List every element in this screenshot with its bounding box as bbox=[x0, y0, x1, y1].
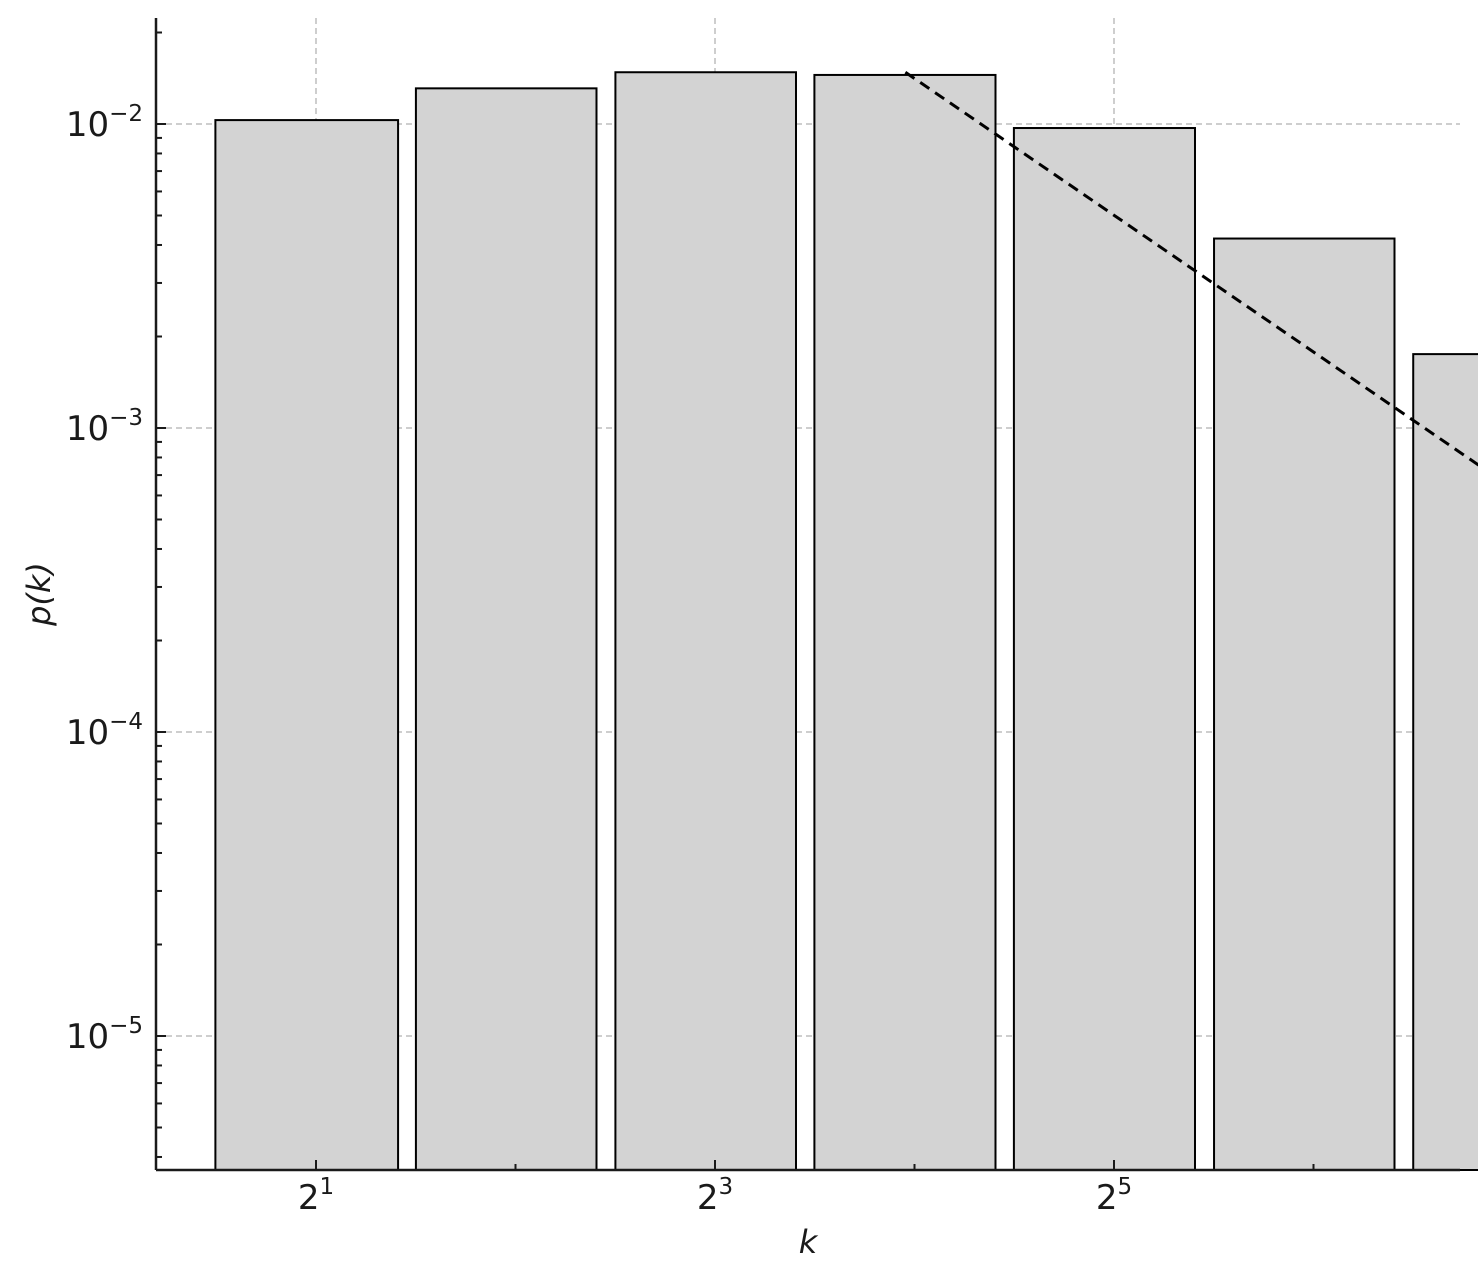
y-tick-label-2: 10−4 bbox=[66, 709, 143, 753]
x-tick-exponent: 3 bbox=[719, 1174, 734, 1200]
x-tick-label-2: 25 bbox=[1096, 1174, 1132, 1218]
y-tick-exponent: −2 bbox=[109, 101, 143, 127]
y-tick-base: 10 bbox=[66, 1017, 109, 1057]
y-tick-exponent: −4 bbox=[109, 709, 143, 735]
y-tick-label-3: 10−5 bbox=[66, 1013, 143, 1057]
x-tick-label-0: 21 bbox=[298, 1174, 334, 1218]
x-tick-exponent: 1 bbox=[320, 1174, 335, 1200]
x-tick-base: 2 bbox=[298, 1178, 320, 1218]
y-tick-exponent: −3 bbox=[109, 405, 143, 431]
y-tick-exponent: −5 bbox=[109, 1013, 143, 1039]
y-tick-base: 10 bbox=[66, 409, 109, 449]
y-tick-base: 10 bbox=[66, 713, 109, 753]
histogram-bars bbox=[214, 71, 1478, 1172]
y-tick-base: 10 bbox=[66, 105, 109, 145]
axes bbox=[154, 18, 1460, 1172]
x-tick-base: 2 bbox=[697, 1178, 719, 1218]
histogram-bar-5 bbox=[1213, 237, 1396, 1171]
tick-labels: 212325272921110−210−310−410−5 bbox=[66, 101, 1132, 1218]
histogram-bar-3 bbox=[813, 73, 997, 1172]
x-tick-label-1: 23 bbox=[697, 1174, 733, 1218]
histogram-bar-2 bbox=[614, 71, 797, 1171]
y-axis-label: p(k) bbox=[20, 562, 58, 627]
x-axis-label: k bbox=[799, 1223, 819, 1261]
histogram-bar-4 bbox=[1012, 127, 1196, 1172]
x-tick-base: 2 bbox=[1096, 1178, 1118, 1218]
x-tick-exponent: 5 bbox=[1118, 1174, 1133, 1200]
power-law-fit bbox=[904, 71, 1478, 467]
y-tick-label-1: 10−3 bbox=[66, 405, 143, 449]
fit-line bbox=[904, 71, 1478, 467]
y-tick-label-0: 10−2 bbox=[66, 101, 143, 145]
histogram-bar-0 bbox=[214, 119, 400, 1171]
histogram-bar-1 bbox=[414, 87, 598, 1172]
histogram-bar-6 bbox=[1412, 353, 1478, 1171]
